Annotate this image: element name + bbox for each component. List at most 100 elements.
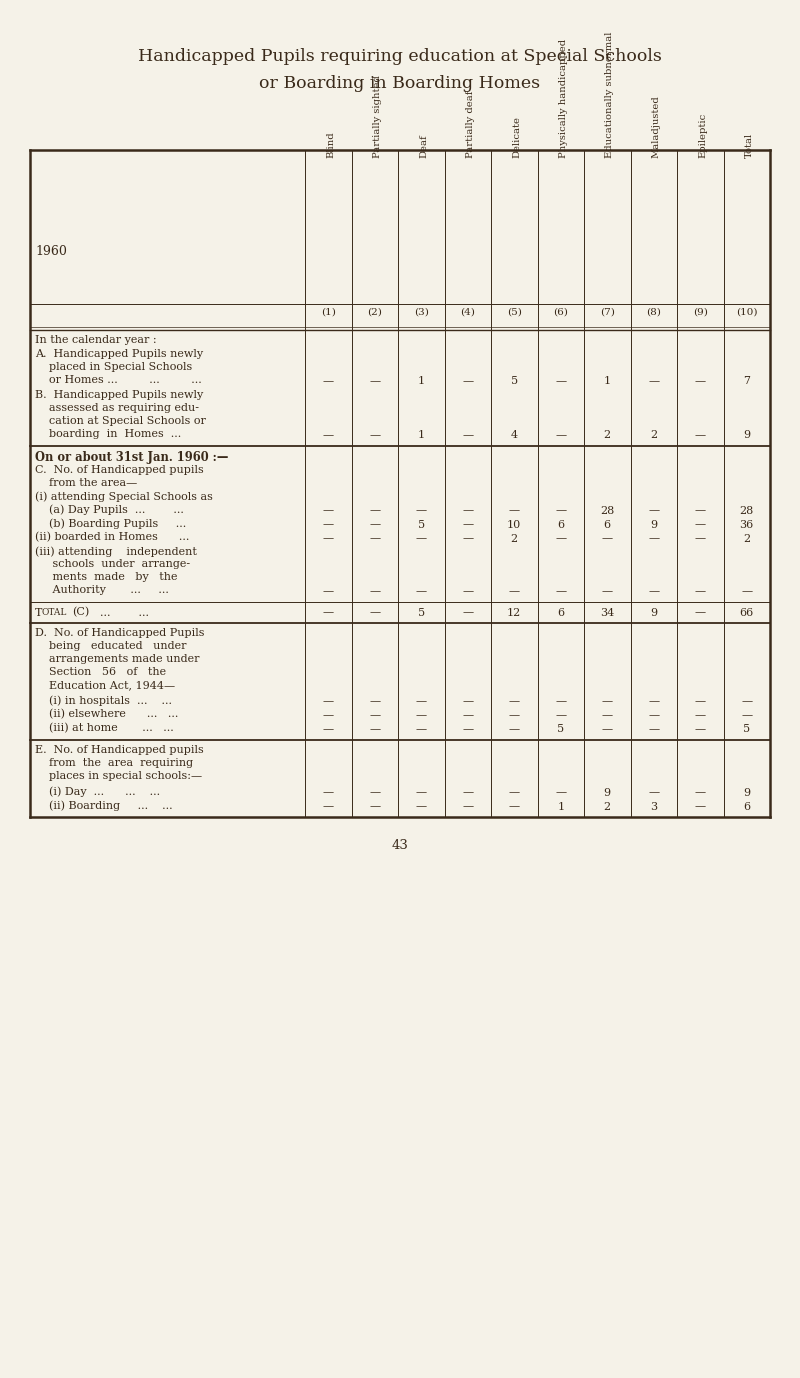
Text: 9: 9	[743, 430, 750, 441]
Text: 2: 2	[604, 802, 611, 812]
Text: from  the  area  requiring: from the area requiring	[35, 758, 193, 768]
Text: —: —	[694, 802, 706, 812]
Text: —: —	[694, 376, 706, 386]
Text: —: —	[416, 787, 427, 798]
Text: —: —	[369, 430, 380, 441]
Text: 12: 12	[507, 608, 522, 617]
Text: —: —	[416, 696, 427, 707]
Text: 6: 6	[557, 608, 564, 617]
Text: —: —	[322, 725, 334, 734]
Text: —: —	[694, 608, 706, 617]
Text: —: —	[322, 587, 334, 597]
Text: —: —	[555, 533, 566, 543]
Text: 36: 36	[740, 520, 754, 529]
Text: 6: 6	[557, 520, 564, 529]
Text: —: —	[462, 608, 474, 617]
Text: Handicapped Pupils requiring education at Special Schools: Handicapped Pupils requiring education a…	[138, 48, 662, 65]
Text: C.  No. of Handicapped pupils: C. No. of Handicapped pupils	[35, 464, 204, 475]
Text: 9: 9	[650, 520, 658, 529]
Text: 10: 10	[507, 520, 522, 529]
Text: assessed as requiring edu-: assessed as requiring edu-	[35, 402, 199, 413]
Text: schools  under  arrange-: schools under arrange-	[35, 559, 190, 569]
Text: boarding  in  Homes  ...: boarding in Homes ...	[35, 429, 182, 440]
Text: —: —	[369, 725, 380, 734]
Text: D.  No. of Handicapped Pupils: D. No. of Handicapped Pupils	[35, 628, 205, 638]
Text: 2: 2	[604, 430, 611, 441]
Text: (4): (4)	[460, 307, 475, 317]
Text: —: —	[694, 696, 706, 707]
Text: 1: 1	[557, 802, 564, 812]
Text: —: —	[509, 802, 520, 812]
Text: (i) Day  ...      ...    ...: (i) Day ... ... ...	[35, 785, 160, 796]
Text: —: —	[694, 787, 706, 798]
Text: placed in Special Schools: placed in Special Schools	[35, 362, 192, 372]
Text: 2: 2	[510, 533, 518, 543]
Text: —: —	[648, 711, 659, 721]
Text: (b) Boarding Pupils     ...: (b) Boarding Pupils ...	[35, 518, 186, 529]
Text: Blind: Blind	[326, 131, 335, 158]
Text: (C): (C)	[72, 608, 90, 617]
Text: —: —	[369, 506, 380, 515]
Text: —: —	[322, 711, 334, 721]
Text: —: —	[322, 696, 334, 707]
Text: —: —	[322, 608, 334, 617]
Text: cation at Special Schools or: cation at Special Schools or	[35, 416, 206, 426]
Text: —: —	[369, 533, 380, 543]
Text: 66: 66	[740, 608, 754, 617]
Text: —: —	[322, 533, 334, 543]
Text: —: —	[648, 696, 659, 707]
Text: —: —	[648, 506, 659, 515]
Text: (iii) at home       ...   ...: (iii) at home ... ...	[35, 723, 174, 733]
Text: (iii) attending    independent: (iii) attending independent	[35, 546, 197, 557]
Text: Epileptic: Epileptic	[698, 113, 707, 158]
Text: —: —	[369, 802, 380, 812]
Text: —: —	[694, 520, 706, 529]
Text: —: —	[648, 533, 659, 543]
Text: On or about 31st Jan. 1960 :—: On or about 31st Jan. 1960 :—	[35, 451, 228, 464]
Text: 3: 3	[650, 802, 658, 812]
Text: —: —	[741, 696, 752, 707]
Text: 9: 9	[650, 608, 658, 617]
Text: 7: 7	[743, 376, 750, 386]
Text: —: —	[462, 533, 474, 543]
Text: (9): (9)	[693, 307, 708, 317]
Text: B.  Handicapped Pupils newly: B. Handicapped Pupils newly	[35, 390, 203, 400]
Text: (7): (7)	[600, 307, 614, 317]
Text: places in special schools:—: places in special schools:—	[35, 772, 202, 781]
Text: T: T	[35, 608, 42, 617]
Text: —: —	[322, 520, 334, 529]
Text: —: —	[555, 787, 566, 798]
Text: arrangements made under: arrangements made under	[35, 655, 199, 664]
Text: —: —	[369, 587, 380, 597]
Text: 1: 1	[418, 376, 425, 386]
Text: A.  Handicapped Pupils newly: A. Handicapped Pupils newly	[35, 349, 203, 360]
Text: —: —	[462, 376, 474, 386]
Text: Educationally subnormal: Educationally subnormal	[606, 32, 614, 158]
Text: (i) in hospitals  ...    ...: (i) in hospitals ... ...	[35, 695, 172, 706]
Text: E.  No. of Handicapped pupils: E. No. of Handicapped pupils	[35, 745, 204, 755]
Text: Partially deaf: Partially deaf	[466, 91, 474, 158]
Text: (ii) elsewhere      ...   ...: (ii) elsewhere ... ...	[35, 710, 178, 719]
Text: —: —	[741, 711, 752, 721]
Text: —: —	[555, 430, 566, 441]
Text: —: —	[648, 787, 659, 798]
Text: —: —	[322, 376, 334, 386]
Text: (2): (2)	[367, 307, 382, 317]
Text: —: —	[648, 725, 659, 734]
Text: —: —	[462, 711, 474, 721]
Text: (i) attending Special Schools as: (i) attending Special Schools as	[35, 491, 213, 502]
Text: —: —	[555, 376, 566, 386]
Text: —: —	[602, 533, 613, 543]
Text: —: —	[555, 587, 566, 597]
Text: —: —	[462, 696, 474, 707]
Text: 5: 5	[557, 725, 564, 734]
Text: being   educated   under: being educated under	[35, 641, 186, 650]
Text: —: —	[462, 725, 474, 734]
Text: —: —	[509, 696, 520, 707]
Text: —: —	[322, 430, 334, 441]
Text: 4: 4	[510, 430, 518, 441]
Text: —: —	[555, 506, 566, 515]
Text: 34: 34	[600, 608, 614, 617]
Text: —: —	[462, 430, 474, 441]
Text: 6: 6	[604, 520, 611, 529]
